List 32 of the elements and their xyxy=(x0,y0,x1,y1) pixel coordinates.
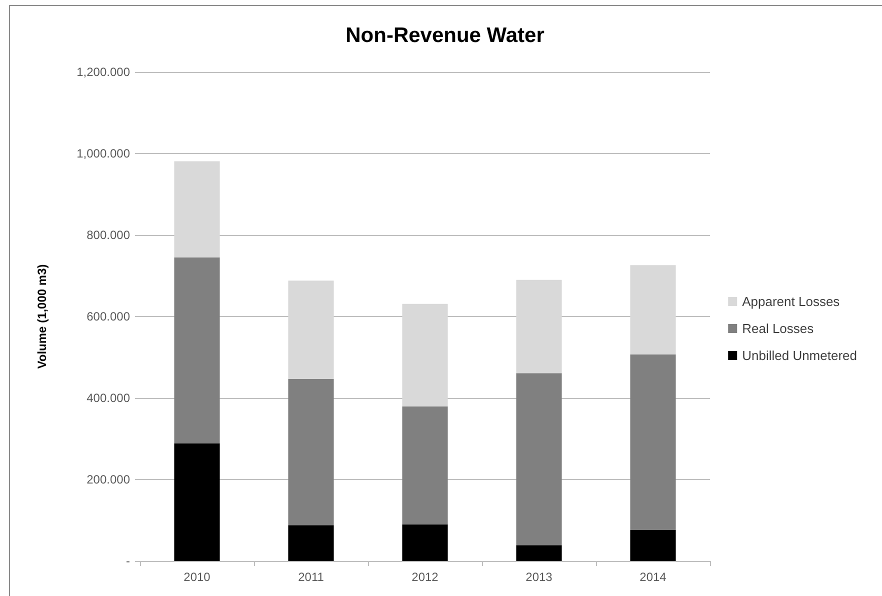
x-tick-label: 2014 xyxy=(640,570,667,584)
y-tick-label: 400.000 xyxy=(86,391,130,405)
bar xyxy=(630,265,676,354)
legend-label: Unbilled Unmetered xyxy=(742,348,858,363)
bar xyxy=(402,524,448,561)
bar xyxy=(516,545,562,561)
bar xyxy=(402,304,448,407)
x-tick-label: 2011 xyxy=(298,570,324,584)
x-tick-label: 2012 xyxy=(412,570,439,584)
bar xyxy=(288,378,334,526)
y-tick-label: - xyxy=(126,554,130,568)
legend-label: Apparent Losses xyxy=(742,294,840,309)
bar xyxy=(516,373,562,546)
y-tick-label: 600.000 xyxy=(86,310,130,324)
bar xyxy=(402,406,448,524)
y-tick-label: 800.000 xyxy=(86,228,130,242)
x-tick-label: 2013 xyxy=(526,570,553,584)
bar xyxy=(174,257,220,444)
bar xyxy=(174,161,220,258)
bar xyxy=(630,354,676,530)
bar xyxy=(288,280,334,379)
x-tick-label: 2010 xyxy=(184,570,211,584)
chart-title: Non-Revenue Water xyxy=(346,24,544,47)
y-tick-label: 1,200.000 xyxy=(76,65,130,79)
legend-label: Real Losses xyxy=(742,321,814,336)
y-tick-label: 200.000 xyxy=(86,472,130,486)
bar xyxy=(516,280,562,374)
y-axis-title: Volume (1,000 m3) xyxy=(35,264,49,369)
bar xyxy=(288,525,334,561)
bar xyxy=(174,443,220,561)
y-tick-label: 1,000.000 xyxy=(76,146,130,160)
bar xyxy=(630,530,676,561)
